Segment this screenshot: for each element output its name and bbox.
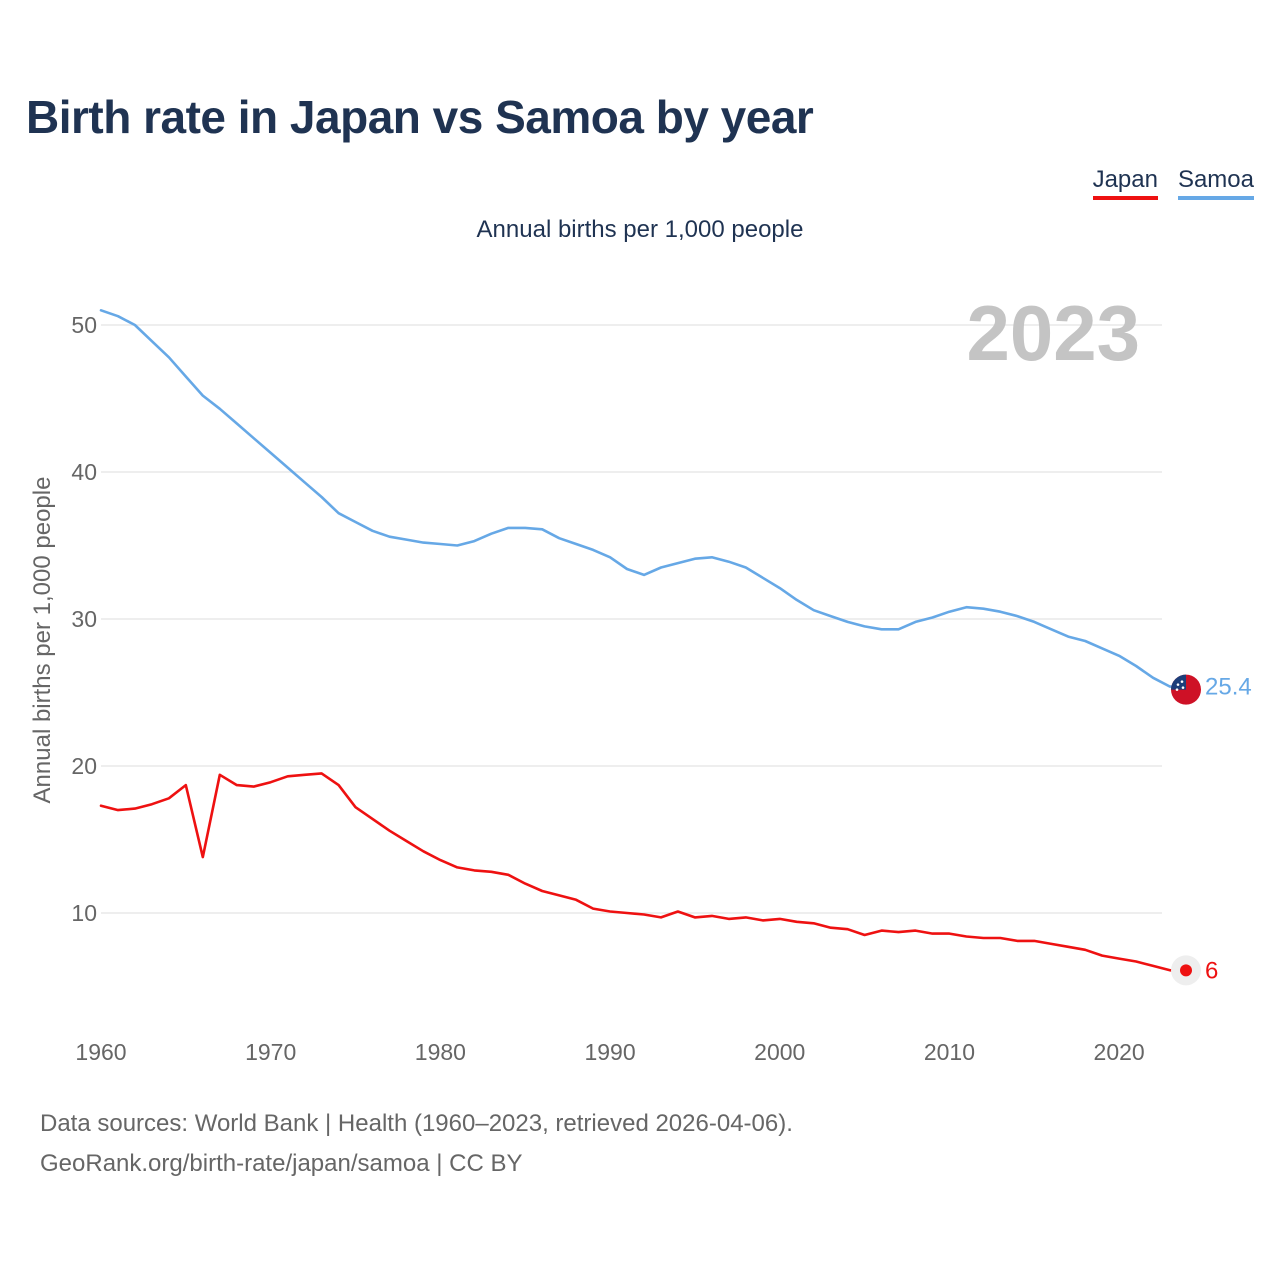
y-tick-label: 20 (71, 753, 97, 779)
flag-star (1176, 683, 1180, 686)
legend-item-samoa[interactable]: Samoa (1177, 166, 1254, 200)
x-tick-label: 2000 (754, 1039, 805, 1065)
series-end-markers: 625.4 (1171, 674, 1252, 986)
japan-flag-disc (1180, 964, 1192, 977)
x-tick-label: 2010 (924, 1039, 975, 1065)
series-lines (99, 308, 1182, 972)
current-year-label: 2023 (966, 289, 1140, 377)
flag-star (1180, 680, 1184, 683)
gridlines (101, 324, 1162, 914)
flag-star (1175, 688, 1179, 691)
x-tick-label: 1960 (75, 1039, 126, 1065)
legend-item-japan[interactable]: Japan (1092, 166, 1158, 200)
series-line-japan (99, 772, 1182, 972)
footer: Data sources: World Bank | Health (1960–… (40, 1104, 793, 1184)
y-tick-label: 10 (71, 900, 97, 926)
y-tick-label: 30 (71, 606, 97, 632)
legend: Japan Samoa (1092, 166, 1254, 200)
y-tick-label: 50 (71, 312, 97, 338)
flag-star (1181, 686, 1185, 689)
x-tick-label: 1990 (584, 1039, 635, 1065)
samoa-flag-canton (1171, 674, 1186, 690)
x-axis-ticks: 1960 1970 1980 1990 2000 2010 2020 (75, 1039, 1144, 1065)
x-tick-label: 1970 (245, 1039, 296, 1065)
x-tick-label: 1980 (415, 1039, 466, 1065)
chart-subtitle: Annual births per 1,000 people (476, 216, 804, 243)
y-tick-label: 40 (71, 459, 97, 485)
footer-sources: Data sources: World Bank | Health (1960–… (40, 1110, 793, 1137)
x-tick-label: 2020 (1094, 1039, 1145, 1065)
end-value-label-samoa: 25.4 (1205, 674, 1252, 701)
y-axis-ticks: 10 20 30 40 50 (71, 312, 97, 926)
chart-title: Birth rate in Japan vs Samoa by year (26, 91, 814, 143)
series-line-samoa (99, 308, 1182, 688)
footer-link[interactable]: GeoRank.org/birth-rate/japan/samoa | CC … (40, 1150, 523, 1177)
end-value-label-japan: 6 (1205, 957, 1218, 984)
